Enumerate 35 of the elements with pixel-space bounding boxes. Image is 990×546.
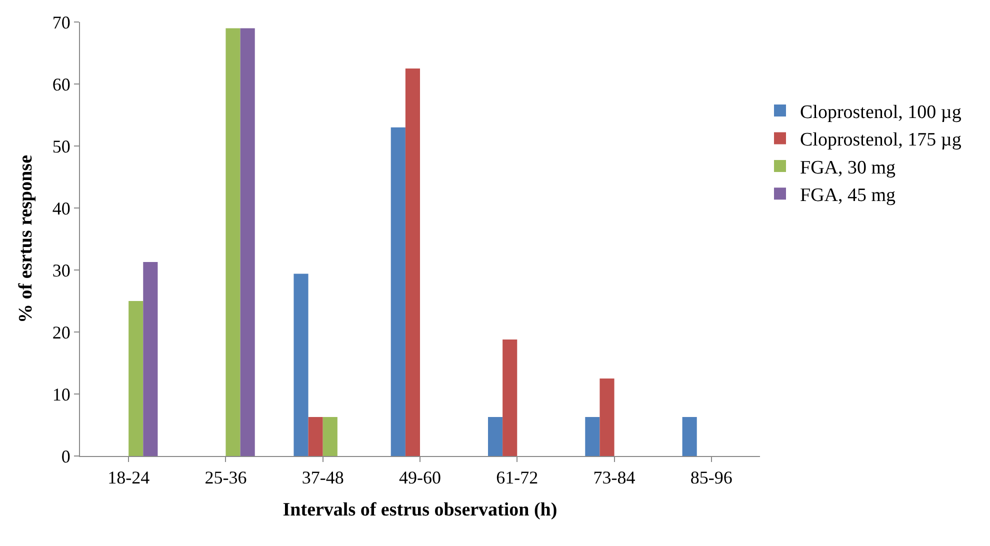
y-tick-label: 50	[52, 136, 70, 156]
bar	[600, 378, 614, 456]
bar	[240, 28, 255, 456]
y-tick-label: 20	[52, 322, 70, 342]
y-tick-label: 10	[52, 384, 70, 404]
x-tick-label: 37-48	[302, 468, 344, 488]
bar	[294, 274, 308, 456]
x-tick-label: 18-24	[108, 468, 150, 488]
x-tick-label: 25-36	[204, 468, 247, 488]
x-tick-label: 85-96	[690, 468, 732, 488]
y-tick-label: 40	[52, 198, 70, 218]
bar	[226, 28, 240, 456]
bar	[502, 339, 518, 456]
y-tick-label: 0	[61, 446, 70, 466]
bar	[405, 68, 420, 456]
y-tick-label: 60	[52, 74, 70, 94]
legend-label: Cloprostenol, 100 µg	[800, 102, 962, 123]
bar	[308, 416, 323, 456]
legend-label: FGA, 30 mg	[800, 157, 896, 178]
x-axis-title: Intervals of estrus observation (h)	[282, 499, 558, 520]
y-tick-label: 30	[52, 260, 70, 280]
y-axis-title: % of esrtus response	[15, 154, 36, 324]
bar	[585, 416, 600, 456]
legend-label: Cloprostenol, 175 µg	[800, 130, 962, 151]
bar	[390, 127, 406, 456]
y-tick-label: 70	[52, 12, 70, 32]
x-tick-label: 49-60	[399, 468, 441, 488]
bar	[128, 301, 144, 456]
bar	[682, 416, 697, 456]
x-tick-label: 73-84	[593, 468, 636, 488]
bar	[143, 262, 158, 456]
x-tick-label: 61-72	[496, 468, 538, 488]
bar	[322, 416, 338, 456]
bar	[488, 416, 503, 456]
legend-label: FGA, 45 mg	[800, 185, 896, 206]
